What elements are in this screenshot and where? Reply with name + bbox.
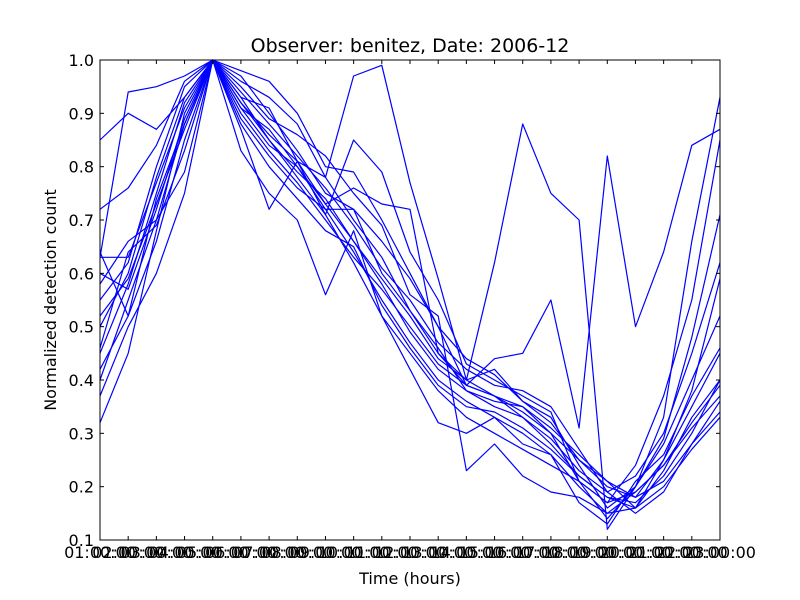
series-line-7 bbox=[99, 59, 721, 509]
x-tick-label: 21:00:00 bbox=[628, 543, 700, 562]
x-tick-label: 15:00:00 bbox=[459, 543, 531, 562]
series-line-6 bbox=[99, 59, 721, 514]
x-axis: 01:00:0002:00:0003:00:0004:00:0005:00:00… bbox=[64, 60, 756, 562]
series-line-3 bbox=[99, 59, 721, 504]
x-tick-label: 16:00:00 bbox=[487, 543, 559, 562]
y-tick-label: 1.0 bbox=[69, 51, 94, 70]
x-tick-label: 02:00:00 bbox=[92, 543, 164, 562]
x-tick-label: 12:00:00 bbox=[374, 543, 446, 562]
y-tick-label: 0.7 bbox=[69, 211, 94, 230]
y-tick-label: 0.6 bbox=[69, 264, 94, 283]
series-line-9 bbox=[99, 59, 721, 509]
x-tick-label: 08:00:00 bbox=[261, 543, 333, 562]
series-line-14 bbox=[100, 59, 721, 530]
y-tick-label: 0.2 bbox=[69, 478, 94, 497]
y-tick-label: 0.8 bbox=[69, 158, 94, 177]
series-lines bbox=[99, 59, 721, 530]
series-line-10 bbox=[99, 59, 721, 498]
x-tick-label: 13:00:00 bbox=[402, 543, 474, 562]
series-line-5 bbox=[99, 59, 721, 509]
x-tick-label: 23:00:00 bbox=[684, 543, 756, 562]
x-tick-label: 01:00:00 bbox=[64, 543, 136, 562]
series-line-15 bbox=[99, 59, 721, 429]
x-tick-label: 07:00:00 bbox=[233, 543, 305, 562]
series-line-12 bbox=[99, 59, 721, 525]
y-tick-label: 0.5 bbox=[69, 318, 94, 337]
x-tick-label: 10:00:00 bbox=[318, 543, 390, 562]
x-tick-label: 14:00:00 bbox=[430, 543, 502, 562]
x-axis-label: Time (hours) bbox=[358, 569, 461, 588]
y-tick-label: 0.4 bbox=[69, 371, 94, 390]
x-tick-label: 20:00:00 bbox=[600, 543, 672, 562]
x-tick-label: 03:00:00 bbox=[120, 543, 192, 562]
y-tick-label: 0.1 bbox=[69, 531, 94, 550]
x-tick-label: 11:00:00 bbox=[346, 543, 418, 562]
x-tick-label: 17:00:00 bbox=[515, 543, 587, 562]
x-tick-label: 05:00:00 bbox=[177, 543, 249, 562]
chart-title: Observer: benitez, Date: 2006-12 bbox=[251, 35, 570, 57]
y-axis: 0.1 0.2 0.3 0.4 0.5 0.6 0.7 0.8 0.9 1.0 bbox=[69, 51, 720, 550]
series-line-16 bbox=[99, 59, 721, 504]
y-axis-label: Normalized detection count bbox=[41, 189, 60, 411]
series-line-1 bbox=[99, 59, 721, 504]
series-line-13 bbox=[99, 59, 721, 514]
x-tick-label: 22:00:00 bbox=[656, 543, 728, 562]
x-tick-label: 04:00:00 bbox=[149, 543, 221, 562]
x-tick-label: 19:00:00 bbox=[571, 543, 643, 562]
series-line-11 bbox=[99, 59, 721, 520]
x-tick-label: 18:00:00 bbox=[543, 543, 615, 562]
y-tick-label: 0.3 bbox=[69, 424, 94, 443]
y-tick-label: 0.9 bbox=[69, 104, 94, 123]
x-tick-label: 09:00:00 bbox=[290, 543, 362, 562]
series-line-2 bbox=[99, 59, 721, 514]
x-tick-label: 06:00:00 bbox=[205, 543, 277, 562]
